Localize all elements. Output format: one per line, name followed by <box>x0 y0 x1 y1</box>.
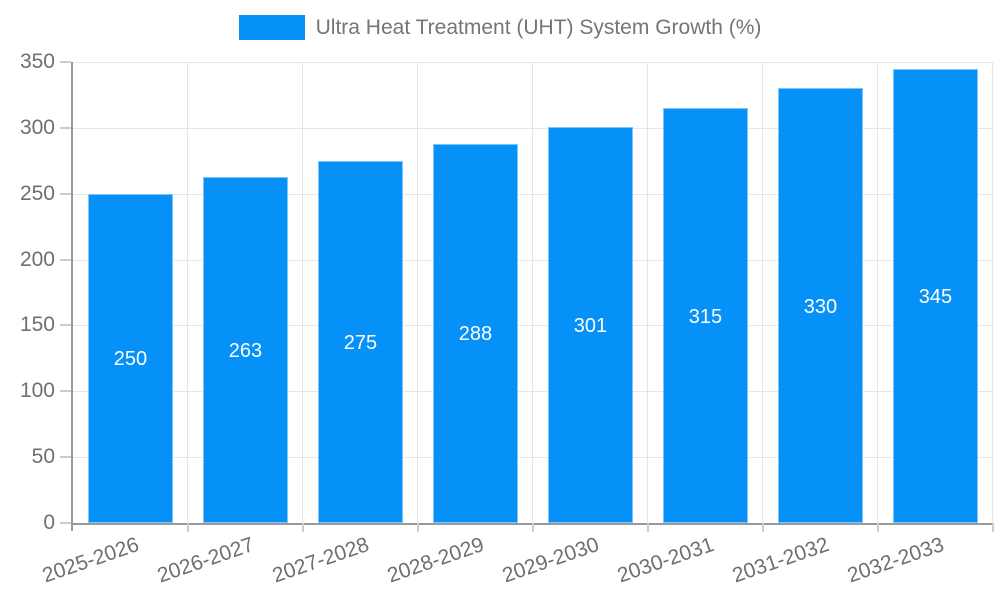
y-axis-tick-mark <box>60 258 71 261</box>
y-axis-line <box>71 62 73 531</box>
x-axis-tick-label: 2030-2031 <box>614 533 717 588</box>
gridline-y-100 <box>73 391 993 393</box>
bar-2029-2030[interactable]: 301 <box>547 126 634 523</box>
x-axis-tick-mark <box>992 523 994 532</box>
x-axis-tick-label: 2029-2030 <box>499 533 602 588</box>
bar-value-label: 263 <box>228 339 263 362</box>
x-axis-tick-label: 2032-2033 <box>844 533 947 588</box>
bar-value-label: 301 <box>573 314 608 337</box>
y-axis-tick-label: 200 <box>19 247 55 271</box>
bar-2028-2029[interactable]: 288 <box>432 143 519 523</box>
y-axis-tick-mark <box>60 61 71 63</box>
bar-value-label: 330 <box>803 295 838 318</box>
x-axis-tick-mark <box>187 523 189 532</box>
y-axis-tick-label: 250 <box>19 181 55 205</box>
x-axis-tick-mark <box>877 523 879 532</box>
gridline-x-6 <box>762 62 763 523</box>
gridline-x-3 <box>417 62 418 523</box>
x-axis-tick-mark <box>647 523 649 532</box>
y-axis-tick-label: 150 <box>19 313 55 337</box>
bar-2027-2028[interactable]: 275 <box>317 160 404 523</box>
legend-swatch <box>238 15 305 40</box>
bar-value-label: 275 <box>343 331 378 354</box>
gridline-y-150 <box>73 325 993 327</box>
y-axis-tick-mark <box>60 324 71 327</box>
gridline-x-7 <box>877 62 878 523</box>
legend-label: Ultra Heat Treatment (UHT) System Growth… <box>315 15 762 39</box>
y-axis-tick-mark <box>60 126 71 129</box>
y-axis-tick-mark <box>60 456 71 459</box>
x-axis-tick-mark <box>302 523 304 532</box>
y-axis-tick-mark <box>60 390 71 393</box>
x-axis-tick-mark <box>532 523 534 532</box>
bar-2025-2026[interactable]: 250 <box>87 193 174 523</box>
gridline-x-5 <box>647 62 648 523</box>
x-axis-tick-label: 2031-2032 <box>729 533 832 588</box>
y-axis-tick-label: 350 <box>19 50 55 73</box>
gridline-y-50 <box>73 457 993 459</box>
x-axis-tick-label: 2027-2028 <box>269 533 372 588</box>
y-axis-tick-label: 300 <box>19 115 55 139</box>
plot-area: 0 50 100 150 200 250 300 350 250 2025-2026 263 2026… <box>20 50 994 587</box>
bar-value-label: 315 <box>688 305 723 328</box>
x-axis-tick-label: 2025-2026 <box>39 533 142 588</box>
x-axis-tick-label: 2026-2027 <box>154 533 257 588</box>
bar-value-label: 288 <box>458 323 493 346</box>
gridline-x-4 <box>532 62 533 523</box>
gridline-y-250 <box>73 193 993 195</box>
x-axis-tick-label: 2028-2029 <box>384 533 487 588</box>
bar-2032-2033[interactable]: 345 <box>892 68 979 523</box>
y-axis-tick-mark <box>60 192 71 195</box>
gridline-y-300 <box>73 127 993 129</box>
y-axis-tick-label: 50 <box>31 445 55 469</box>
gridline-x-1 <box>187 62 188 523</box>
gridline-y-350 <box>73 62 993 63</box>
bar-2030-2031[interactable]: 315 <box>662 108 749 523</box>
bar-value-label: 250 <box>113 348 148 371</box>
bar-value-label: 345 <box>918 285 953 308</box>
x-axis-tick-mark <box>417 523 419 532</box>
legend[interactable]: Ultra Heat Treatment (UHT) System Growth… <box>0 15 1000 40</box>
y-axis-tick-mark <box>60 522 71 524</box>
bar-2026-2027[interactable]: 263 <box>202 176 289 523</box>
x-axis-tick-mark <box>762 523 764 532</box>
y-axis-tick-label: 100 <box>19 379 55 403</box>
gridline-x-2 <box>302 62 303 523</box>
y-axis-tick-label: 0 <box>43 511 55 534</box>
gridline-y-200 <box>73 259 993 261</box>
gridline-x-8 <box>992 62 993 523</box>
bar-2031-2032[interactable]: 330 <box>777 88 864 523</box>
